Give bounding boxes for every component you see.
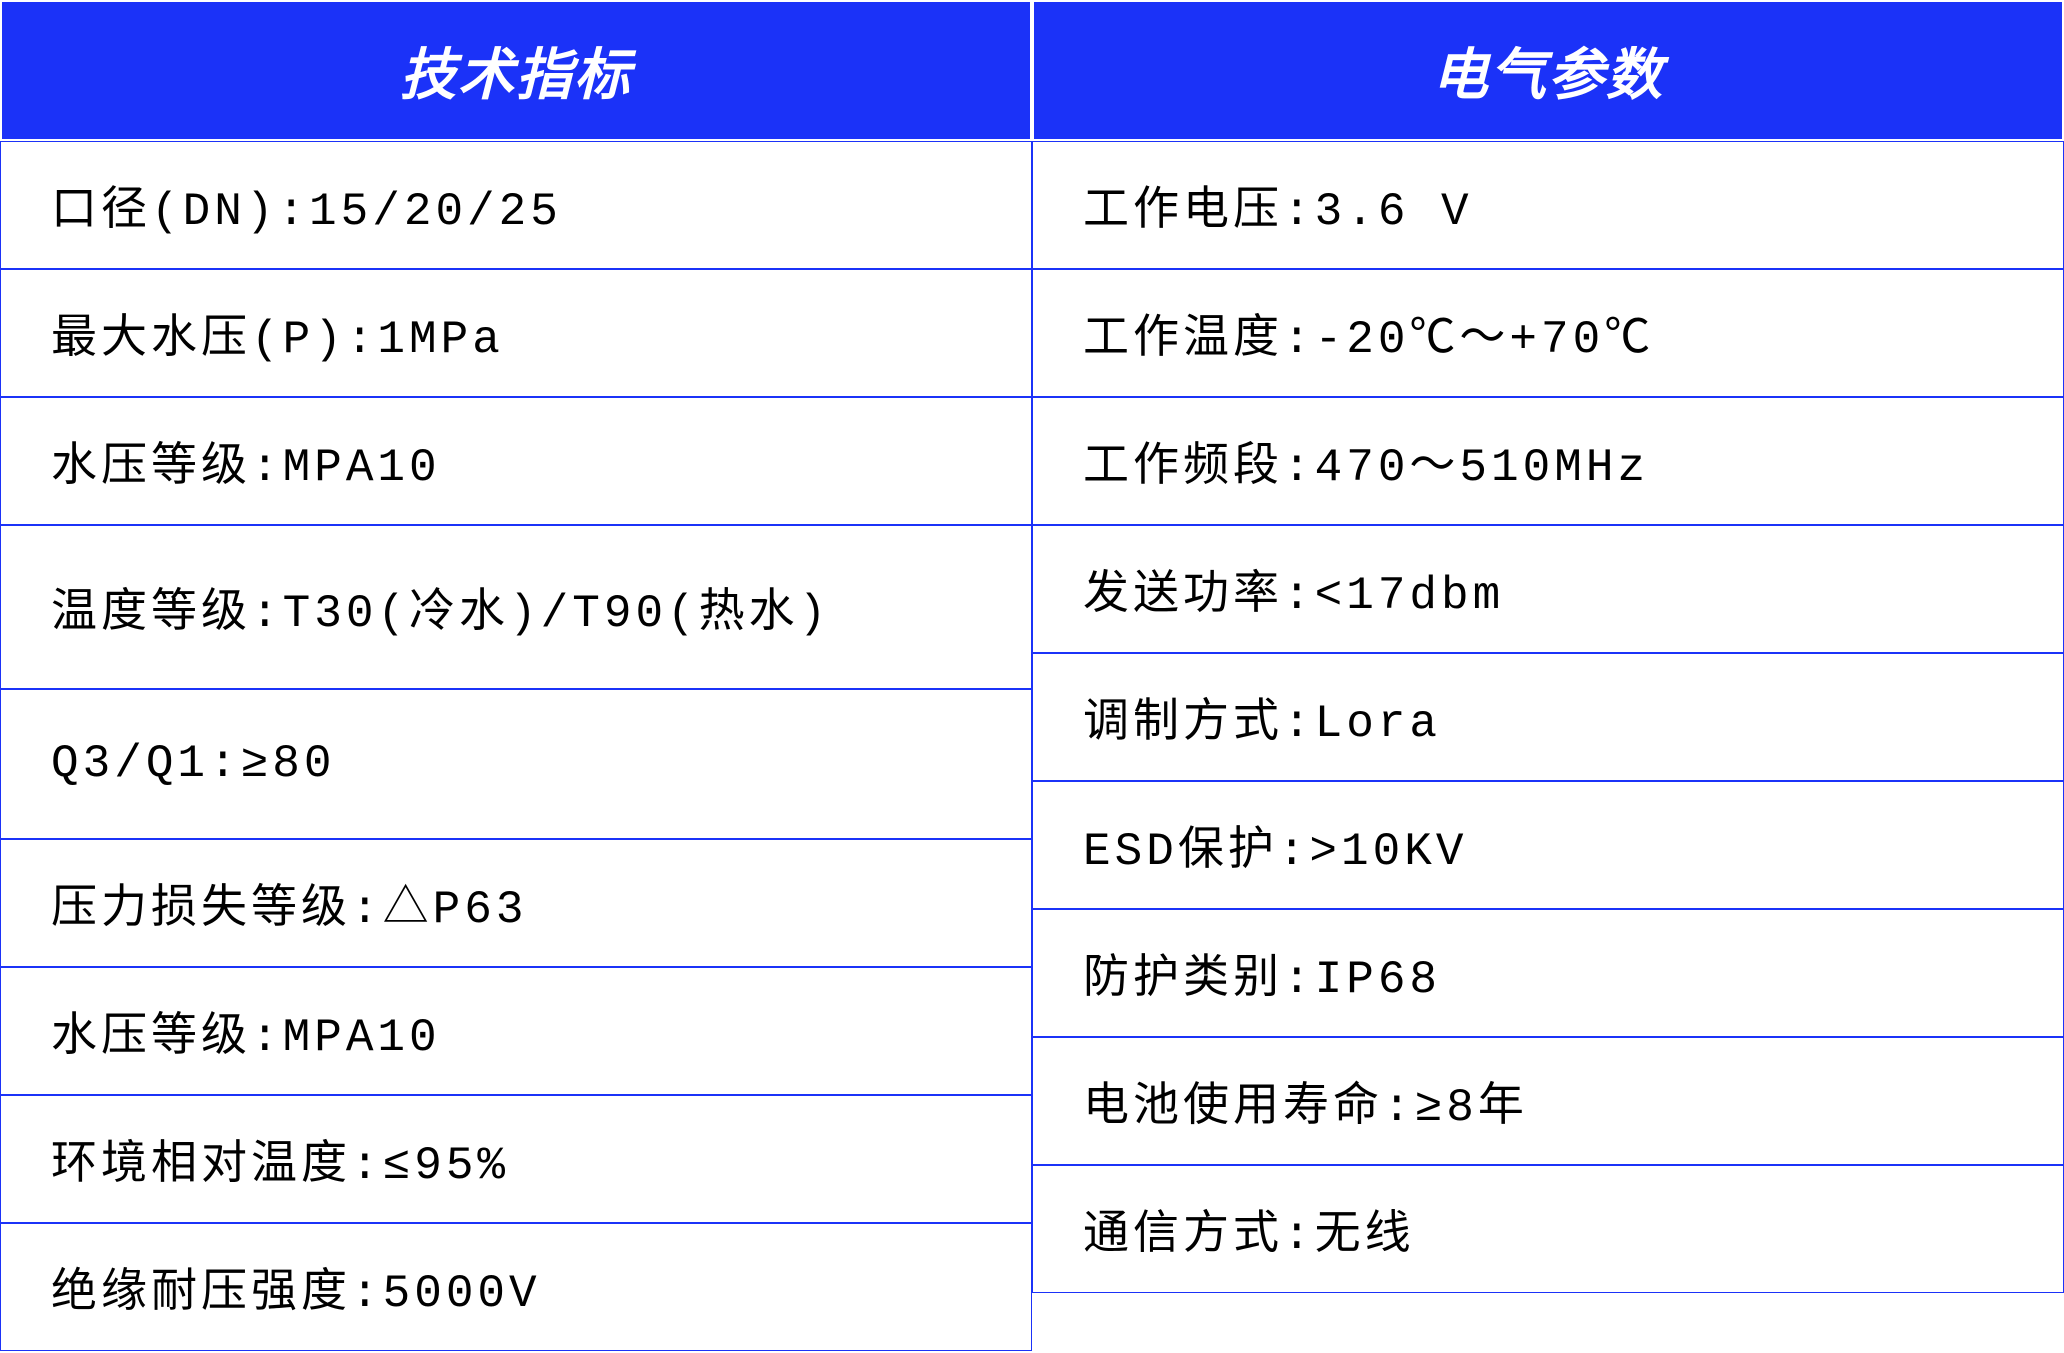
table-cell: 口径(DN):15/20/25: [0, 141, 1032, 269]
table-cell: 通信方式:无线: [1032, 1165, 2064, 1293]
table-cell: 水压等级:MPA10: [0, 397, 1032, 525]
header-cell-electrical: 电气参数: [1032, 0, 2064, 141]
table-body: 口径(DN):15/20/25 最大水压(P):1MPa 水压等级:MPA10 …: [0, 141, 2064, 1351]
table-cell: 调制方式:Lora: [1032, 653, 2064, 781]
table-cell: 工作电压:3.6 V: [1032, 141, 2064, 269]
table-cell: 电池使用寿命:≥8年: [1032, 1037, 2064, 1165]
table-cell: 发送功率:<17dbm: [1032, 525, 2064, 653]
table-cell: ESD保护:>10KV: [1032, 781, 2064, 909]
table-cell: 最大水压(P):1MPa: [0, 269, 1032, 397]
header-cell-tech: 技术指标: [0, 0, 1032, 141]
spec-table: 技术指标 电气参数 口径(DN):15/20/25 最大水压(P):1MPa 水…: [0, 0, 2064, 1351]
table-cell: 环境相对温度:≤95%: [0, 1095, 1032, 1223]
table-cell: 温度等级:T30(冷水)/T90(热水): [0, 525, 1032, 689]
table-header-row: 技术指标 电气参数: [0, 0, 2064, 141]
table-cell: 工作频段:470～510MHz: [1032, 397, 2064, 525]
table-cell: 压力损失等级:△P63: [0, 839, 1032, 967]
table-cell: 水压等级:MPA10: [0, 967, 1032, 1095]
table-cell: 绝缘耐压强度:5000V: [0, 1223, 1032, 1351]
table-cell: Q3/Q1:≥80: [0, 689, 1032, 839]
table-cell: 防护类别:IP68: [1032, 909, 2064, 1037]
right-column: 工作电压:3.6 V 工作温度:-20℃～+70℃ 工作频段:470～510MH…: [1032, 141, 2064, 1351]
left-column: 口径(DN):15/20/25 最大水压(P):1MPa 水压等级:MPA10 …: [0, 141, 1032, 1351]
table-cell: 工作温度:-20℃～+70℃: [1032, 269, 2064, 397]
